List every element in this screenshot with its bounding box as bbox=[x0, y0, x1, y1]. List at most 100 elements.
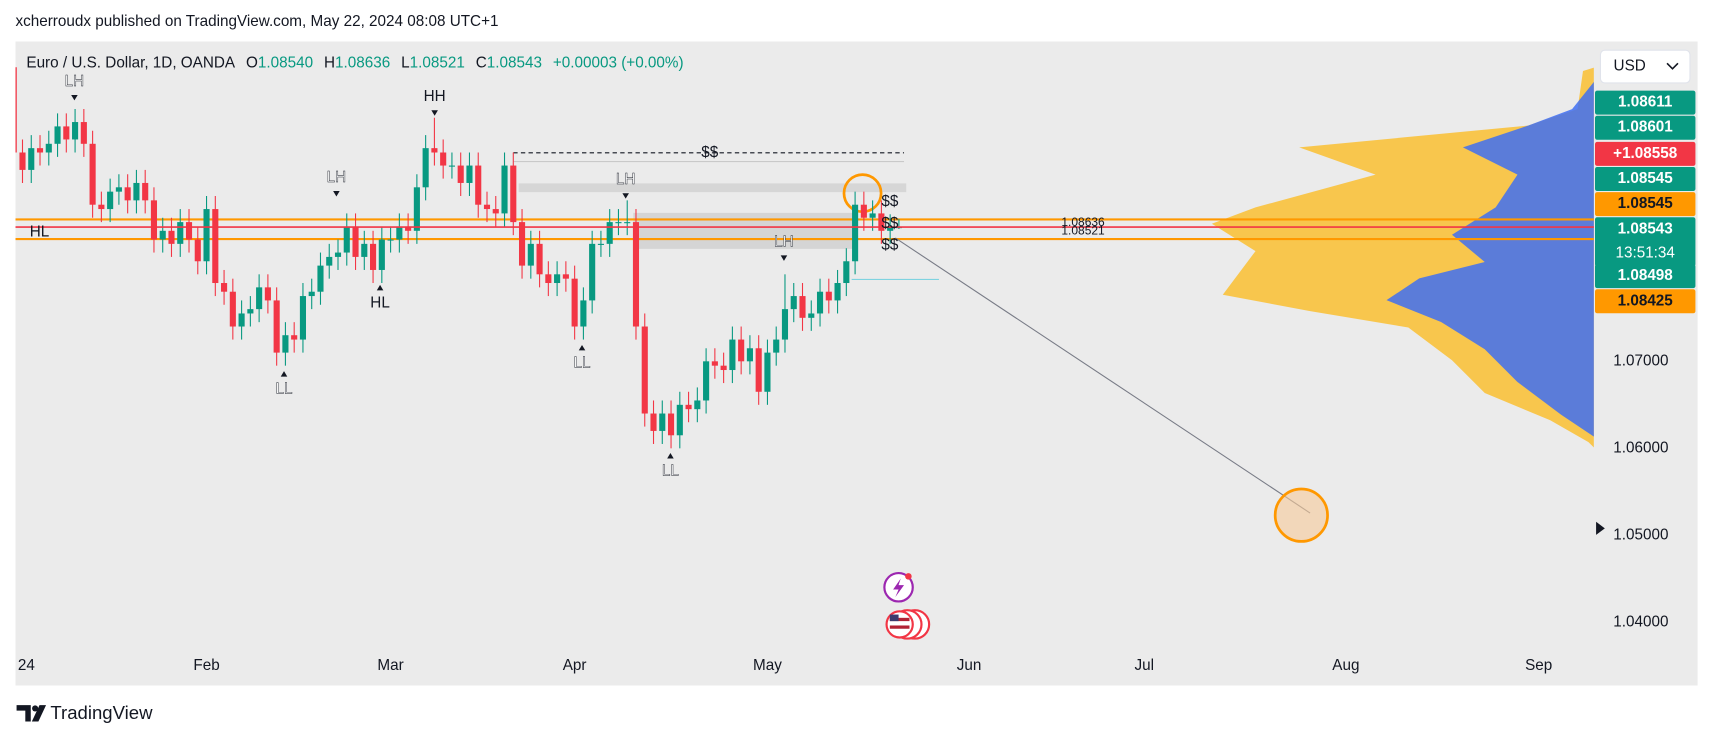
candle-body bbox=[518, 222, 526, 266]
candle-body bbox=[343, 226, 350, 253]
x-tick-label: Jul bbox=[1135, 657, 1155, 674]
annotation: 1.08521 bbox=[1061, 224, 1105, 238]
candle-body bbox=[361, 243, 368, 257]
price-tag-label: 1.08545 bbox=[1618, 170, 1674, 187]
candle-body bbox=[448, 165, 455, 167]
candle-body bbox=[536, 243, 543, 275]
candle-body bbox=[475, 165, 482, 205]
candle-body bbox=[299, 296, 307, 340]
logo bbox=[32, 705, 39, 712]
candle-body bbox=[703, 361, 710, 401]
candle-body bbox=[457, 165, 464, 183]
currency-button[interactable] bbox=[1599, 49, 1691, 84]
x-tick-label: Sep bbox=[1525, 657, 1552, 674]
price-tag-label: 1.08543 bbox=[1618, 220, 1673, 237]
candle-body bbox=[624, 222, 631, 224]
candle-body bbox=[483, 204, 491, 210]
candle-body bbox=[431, 148, 438, 153]
candle-body bbox=[15, 67, 17, 153]
candle-body bbox=[229, 291, 236, 327]
annotation: LH bbox=[616, 171, 636, 188]
candle-body bbox=[571, 278, 578, 327]
candle-body bbox=[887, 227, 894, 231]
candle-body bbox=[641, 326, 648, 414]
candle-body bbox=[746, 348, 753, 362]
ohlc-value: 1.08521 bbox=[410, 54, 465, 71]
candle-body bbox=[142, 182, 149, 201]
publisher-line: xcherroudx published on TradingView.com,… bbox=[15, 13, 498, 30]
price-marker bbox=[1596, 521, 1605, 535]
candle-body bbox=[562, 274, 569, 279]
candle-body bbox=[28, 148, 35, 170]
candle-body bbox=[378, 239, 385, 270]
candle-body bbox=[273, 300, 280, 353]
candle-body bbox=[869, 213, 876, 218]
candle-body bbox=[405, 226, 412, 231]
x-tick-label: Feb bbox=[193, 657, 219, 674]
annotation: LL bbox=[574, 355, 591, 372]
candle-body bbox=[825, 291, 832, 301]
annotation: LL bbox=[662, 463, 679, 480]
price-tag bbox=[1595, 289, 1696, 314]
candle-body bbox=[755, 348, 762, 392]
x-tick-label: Jun bbox=[957, 657, 982, 674]
candle-body bbox=[282, 335, 289, 353]
candle-body bbox=[98, 204, 105, 210]
candle-body bbox=[54, 126, 61, 144]
brand-name: TradingView bbox=[50, 702, 153, 723]
candle-body bbox=[133, 182, 140, 201]
candle-body bbox=[124, 187, 131, 201]
plot bbox=[15, 67, 1594, 543]
candle-body bbox=[667, 413, 675, 436]
candle-body bbox=[413, 187, 420, 231]
candle-body bbox=[580, 300, 587, 327]
candle-body bbox=[72, 122, 79, 140]
candle-body bbox=[764, 352, 771, 392]
ohlc-key: C bbox=[476, 54, 487, 71]
pivot-marker bbox=[578, 344, 586, 351]
candle-body bbox=[545, 274, 552, 284]
highlight-circle bbox=[1273, 487, 1329, 543]
candle-body bbox=[808, 313, 815, 318]
candle-body bbox=[177, 222, 184, 244]
candle-body bbox=[720, 365, 727, 371]
price-tag-label: 1.08498 bbox=[1618, 267, 1674, 284]
candle-body bbox=[615, 222, 622, 224]
pivot-marker bbox=[71, 94, 78, 101]
currency-label: USD bbox=[1614, 58, 1646, 75]
event-icon-glyph bbox=[893, 578, 905, 598]
candle-body bbox=[194, 239, 201, 262]
candle-body bbox=[834, 283, 841, 301]
logo bbox=[16, 705, 31, 722]
ohlc-value: 1.08540 bbox=[258, 54, 313, 71]
trend-line bbox=[894, 237, 1311, 514]
candle-body bbox=[422, 148, 429, 188]
annotation: LL bbox=[276, 381, 293, 398]
candle-body bbox=[370, 243, 377, 270]
price-tag-label: 1.08611 bbox=[1618, 94, 1673, 111]
candle-body bbox=[597, 243, 604, 245]
pivot-marker bbox=[780, 255, 788, 261]
pivot-marker bbox=[622, 193, 629, 199]
x-tick-label: Aug bbox=[1332, 657, 1359, 674]
candle-body bbox=[264, 287, 271, 301]
candle-body bbox=[45, 143, 52, 153]
ohlc-key: O bbox=[246, 54, 258, 71]
ohlc-value: 1.08543 bbox=[487, 54, 542, 71]
annotation: $$ bbox=[881, 237, 898, 254]
candle-body bbox=[799, 296, 806, 318]
annotation: $$ bbox=[701, 144, 718, 161]
candle-body bbox=[527, 243, 534, 266]
annotation: HL bbox=[370, 294, 390, 311]
ohlc-key: L bbox=[401, 54, 410, 71]
price-tag bbox=[1595, 264, 1696, 289]
candle-body bbox=[773, 339, 780, 353]
candle-body bbox=[738, 339, 745, 362]
candle-body bbox=[659, 413, 666, 431]
price-tag bbox=[1595, 217, 1696, 267]
x-tick-label: 24 bbox=[18, 657, 35, 674]
candle-body bbox=[816, 291, 824, 314]
candle-body bbox=[501, 165, 508, 214]
candle-body bbox=[352, 226, 359, 257]
